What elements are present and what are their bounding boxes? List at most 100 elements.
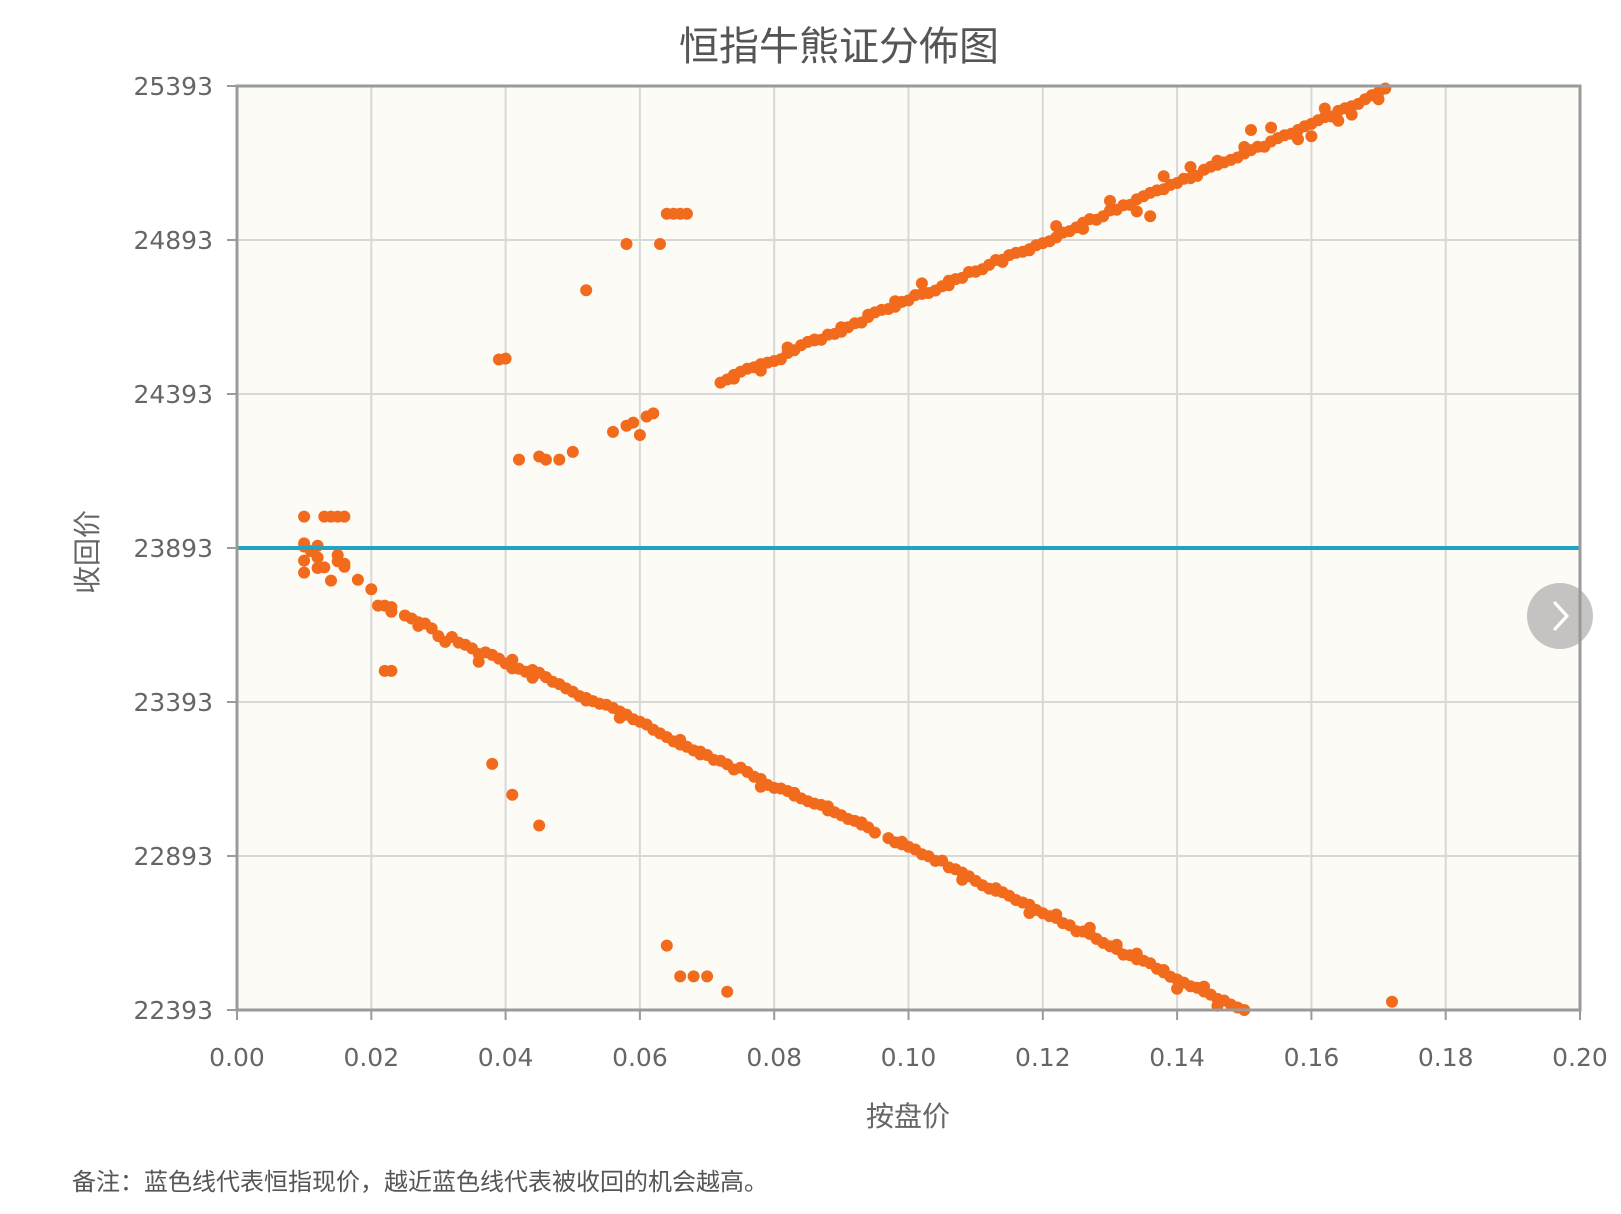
data-point: [1104, 194, 1116, 207]
data-point: [1372, 93, 1385, 106]
data-point: [613, 711, 626, 724]
data-point: [325, 574, 337, 587]
data-point: [1292, 133, 1304, 146]
chevron-right-icon: [1553, 601, 1569, 631]
data-point: [969, 265, 982, 278]
data-point: [1379, 82, 1392, 95]
data-point: [942, 279, 955, 292]
data-point: [1171, 982, 1184, 995]
data-point: [1345, 108, 1358, 121]
data-point: [298, 554, 311, 567]
data-point: [338, 557, 351, 570]
data-point: [640, 718, 653, 731]
data-point: [1332, 114, 1345, 127]
data-point: [506, 788, 519, 801]
data-point: [412, 619, 425, 632]
data-point: [1083, 921, 1096, 934]
data-point: [680, 207, 693, 220]
y-tick-label: 24393: [133, 380, 213, 409]
x-axis-title: 按盘价: [866, 1100, 950, 1133]
data-point: [298, 510, 311, 523]
data-point: [781, 341, 794, 354]
data-point: [694, 745, 707, 758]
data-point: [1110, 938, 1123, 951]
data-point: [351, 573, 364, 586]
data-point: [539, 453, 552, 466]
data-point: [1050, 220, 1063, 233]
x-tick-label: 0.04: [478, 1043, 534, 1072]
data-point: [580, 692, 593, 704]
data-point: [1198, 980, 1210, 993]
y-tick-label: 24893: [133, 226, 213, 255]
data-point: [1130, 205, 1143, 218]
data-point: [721, 985, 734, 998]
y-tick-label: 23893: [133, 534, 213, 563]
data-point: [821, 800, 834, 813]
data-point: [472, 655, 485, 668]
data-point: [1305, 130, 1318, 143]
y-tick-label: 23393: [133, 688, 213, 717]
data-point: [701, 970, 714, 983]
data-point: [647, 407, 660, 420]
x-tick-label: 0.02: [343, 1043, 399, 1072]
x-tick-label: 0.12: [1015, 1043, 1071, 1072]
x-tick-label: 0.16: [1284, 1043, 1340, 1072]
data-point: [895, 835, 908, 848]
data-point: [835, 321, 848, 334]
data-point: [1023, 244, 1036, 257]
chart-title: 恒指牛熊证分佈图: [679, 24, 999, 70]
x-tick-label: 0.08: [746, 1043, 802, 1072]
chart-note: 备注：蓝色线代表恒指现价，越近蓝色线代表被收回的机会越高。: [72, 1168, 768, 1196]
tick-labels: 0.00 0.02 0.04 0.06 0.08 0.10 0.12 0.14 0.16 0.18…: [133, 72, 1607, 1072]
data-point: [654, 238, 666, 250]
data-point: [1077, 222, 1090, 235]
y-tick-label: 25393: [133, 72, 213, 101]
x-tick-label: 0.20: [1552, 1043, 1608, 1072]
x-tick-label: 0.00: [209, 1043, 265, 1072]
data-point: [553, 453, 566, 466]
data-point: [566, 445, 579, 458]
data-point: [1144, 210, 1157, 223]
data-point: [1157, 964, 1170, 976]
data-point: [385, 605, 398, 618]
data-point: [808, 333, 821, 346]
points-layer: [298, 82, 1398, 1016]
y-tick-label: 22393: [133, 996, 213, 1025]
data-point: [1184, 161, 1197, 173]
data-point: [513, 453, 525, 466]
data-point: [868, 826, 881, 839]
data-point: [526, 671, 539, 684]
data-point: [1386, 995, 1398, 1008]
data-point: [1318, 102, 1331, 115]
data-point: [365, 583, 378, 596]
data-point: [674, 733, 687, 746]
x-tick-label: 0.14: [1149, 1043, 1205, 1072]
y-axis-title: 收回价: [71, 510, 104, 594]
data-point: [862, 308, 875, 321]
data-point: [754, 780, 767, 793]
data-point: [607, 425, 619, 438]
data-point: [996, 255, 1009, 268]
data-point: [1238, 141, 1251, 153]
data-point: [1130, 947, 1143, 960]
data-point: [660, 939, 673, 952]
y-tick-label: 22893: [133, 842, 213, 871]
data-point: [439, 635, 452, 648]
data-point: [727, 372, 740, 385]
data-point: [936, 854, 949, 867]
data-point: [788, 786, 801, 799]
x-tick-label: 0.18: [1418, 1043, 1474, 1072]
data-point: [889, 295, 902, 308]
data-point: [385, 664, 398, 677]
data-point: [338, 510, 351, 523]
next-chart-button[interactable]: [1527, 583, 1593, 649]
data-point: [1023, 907, 1036, 919]
data-point: [754, 364, 767, 377]
tick-marks: [227, 85, 1581, 1020]
data-point: [915, 277, 928, 290]
data-point: [855, 816, 868, 829]
data-point: [727, 763, 740, 776]
data-point: [1050, 908, 1063, 921]
x-tick-label: 0.10: [881, 1043, 937, 1072]
